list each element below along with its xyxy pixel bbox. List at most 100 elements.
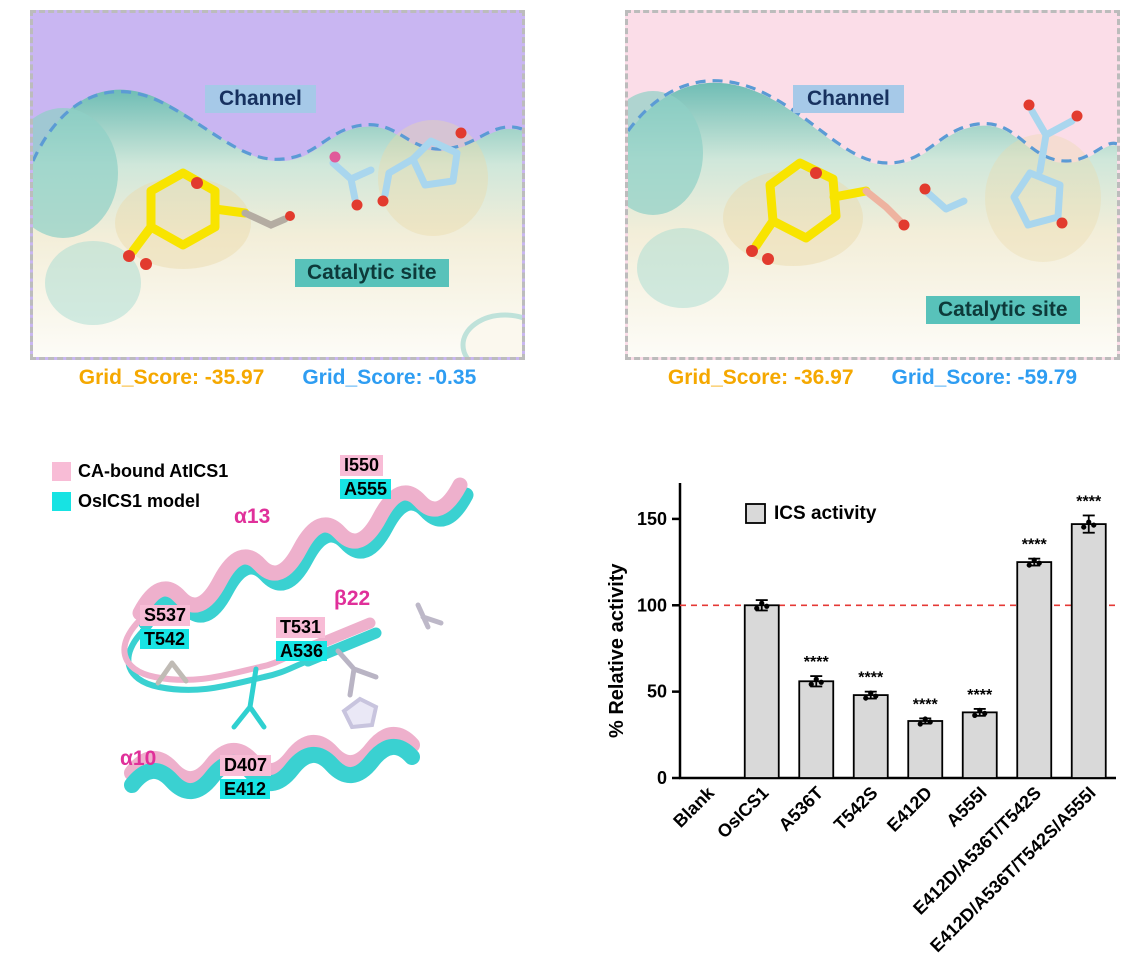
osics1-residue-label: A555: [340, 478, 392, 500]
ribbon-diagram: [121, 477, 474, 799]
cavity-outline: [628, 79, 1117, 165]
svg-text:A555I: A555I: [942, 783, 990, 831]
oxygen-atom: [1056, 217, 1068, 229]
atics1-residue-label: S537: [140, 605, 191, 626]
oxygen-atom: [1071, 110, 1083, 122]
oxygen-atom: [455, 127, 467, 139]
svg-text:150: 150: [637, 509, 667, 529]
strand-label-beta22: β22: [334, 587, 371, 610]
catalytic-ligand-tail: [381, 155, 417, 199]
catalytic-ligand-ring: [409, 137, 461, 189]
isochorismate-stick: [329, 159, 375, 203]
grid-scores-osics1: Grid_Score: -36.97 Grid_Score: -59.79: [625, 366, 1120, 390]
grid-score-channel: Grid_Score: -36.97: [667, 366, 854, 389]
helix-label-alpha13: α13: [234, 505, 271, 528]
docking-panel-atics1: Channel Catalytic site: [30, 10, 525, 360]
legend-item-osics1: OsICS1 model: [52, 491, 200, 512]
ics-activity-bar-chart: % Relative activity 0 50 100 150 Blank OsICS1…: [606, 448, 1126, 978]
residue-pair-t531-a536: T531 A536: [276, 617, 328, 662]
helix-label-alpha10: α10: [120, 747, 157, 770]
protein-surface: [628, 82, 1117, 357]
surface-shading: [45, 241, 141, 325]
residue-pair-i550-a555: I550 A555: [340, 455, 392, 500]
linker-stick: [241, 209, 289, 229]
residue-ring-lavender: [341, 696, 379, 730]
oxygen-atom: [1023, 99, 1035, 111]
corner-surface: [460, 312, 522, 357]
grid-score-channel: Grid_Score: -35.97: [78, 366, 265, 389]
oxygen-atom: [762, 253, 774, 265]
residue-stick-gray: [415, 602, 444, 630]
oxygen-atom: [898, 219, 910, 231]
svg-text:50: 50: [647, 682, 667, 702]
cavity-outline: [33, 89, 522, 162]
channel-label: Channel: [205, 85, 316, 113]
oxygen-atom: [377, 195, 389, 207]
pocket-shading: [723, 170, 863, 266]
linker-stick: [862, 187, 904, 225]
svg-text:T542S: T542S: [830, 783, 882, 835]
chorismate-ligand: [751, 158, 871, 251]
grid-score-catalytic: Grid_Score: -0.35: [302, 366, 477, 389]
svg-text:E412D: E412D: [883, 783, 936, 836]
residue-pair-s537-t542: S537 T542: [140, 605, 191, 650]
oxygen-atom: [191, 177, 203, 189]
molecular-surface-a: [33, 89, 522, 357]
surface-shading: [628, 91, 703, 215]
oxygen-atom: [123, 250, 135, 262]
surface-shading: [33, 108, 118, 238]
oxygen-atom: [810, 167, 822, 179]
svg-text:0: 0: [657, 768, 667, 788]
residue-stick-cyan: [231, 666, 267, 730]
catalytic-site-label: Catalytic site: [926, 296, 1080, 324]
atics1-residue-label: I550: [340, 455, 384, 476]
osics1-legend-label: OsICS1 model: [78, 491, 201, 511]
svg-text:****: ****: [804, 654, 830, 671]
oxygen-atom: [919, 183, 931, 195]
osics1-color-swatch: [52, 492, 71, 511]
svg-text:Blank: Blank: [669, 782, 719, 832]
oxygen-atom: [140, 258, 152, 270]
svg-text:OsICS1: OsICS1: [713, 783, 772, 842]
oxygen-atom: [351, 199, 363, 211]
surface-shading: [637, 228, 729, 308]
osics1-helix-a10: [124, 739, 420, 799]
svg-text:****: ****: [913, 696, 939, 713]
isochorismate-stick: [924, 189, 968, 213]
catalytic-ligand-ring: [1010, 169, 1064, 229]
svg-text:****: ****: [1076, 493, 1102, 510]
atics1-residue-label: T531: [276, 617, 326, 638]
residue-stick-gray: [335, 648, 379, 698]
structure-superposition-panel: CA-bound AtICS1 OsICS1 model α13 β22 α10…: [20, 455, 490, 970]
pocket-shading: [985, 134, 1101, 262]
legend-item-atics1: CA-bound AtICS1: [52, 461, 228, 482]
oxygen-atom: [285, 211, 295, 221]
oxygen-atom: [746, 245, 758, 257]
catalytic-site-label: Catalytic site: [295, 259, 449, 287]
catalytic-ligand-tail: [1028, 107, 1076, 175]
svg-text:ICS activity: ICS activity: [774, 503, 877, 524]
osics1-residue-label: T542: [140, 628, 190, 650]
chorismate-ligand: [128, 168, 250, 256]
residue-pair-d407-e412: D407 E412: [220, 755, 272, 800]
svg-text:100: 100: [637, 595, 667, 615]
grid-score-catalytic: Grid_Score: -59.79: [891, 366, 1078, 389]
pocket-shading: [115, 177, 251, 269]
svg-text:****: ****: [858, 670, 884, 687]
svg-text:****: ****: [967, 687, 993, 704]
grid-scores-atics1: Grid_Score: -35.97 Grid_Score: -0.35: [30, 366, 525, 390]
y-axis-label: % Relative activity: [606, 563, 628, 739]
svg-text:A536T: A536T: [775, 783, 827, 835]
atics1-helix: [132, 477, 468, 621]
osics1-residue-label: A536: [276, 640, 328, 662]
atics1-legend-label: CA-bound AtICS1: [78, 461, 229, 481]
oxygen-atom: [329, 151, 341, 163]
atics1-color-swatch: [52, 462, 71, 481]
svg-text:****: ****: [1022, 537, 1048, 554]
docking-panel-osics1: Channel Catalytic site: [625, 10, 1120, 360]
molecular-surface-b: [628, 79, 1117, 357]
osics1-residue-label: E412: [220, 778, 271, 800]
atics1-residue-label: D407: [220, 755, 272, 776]
